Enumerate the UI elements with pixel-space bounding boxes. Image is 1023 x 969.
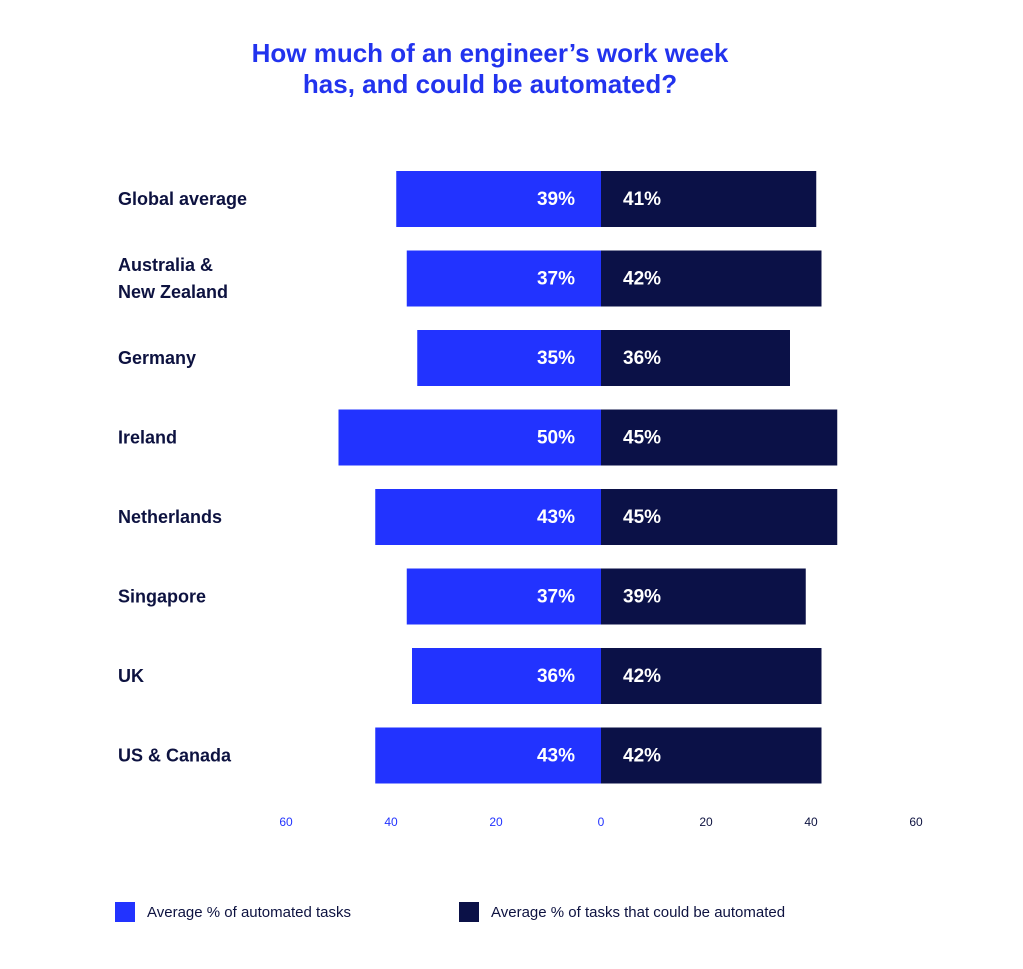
legend-item-automated: Average % of automated tasks — [115, 902, 351, 922]
data-label-automated: 37% — [537, 587, 575, 608]
category-label: UK — [118, 666, 144, 686]
x-tick-label: 60 — [279, 815, 293, 829]
bar-automated — [417, 330, 601, 386]
category-label: US & Canada — [118, 746, 232, 766]
chart-title-line-1: How much of an engineer’s work week — [251, 38, 729, 68]
bar-automated — [375, 489, 601, 545]
x-tick-label: 40 — [804, 815, 818, 829]
data-label-automated: 50% — [537, 428, 575, 449]
bar-could-be-automated — [601, 250, 822, 307]
bar-automated — [375, 727, 601, 784]
bar-automated — [406, 250, 601, 307]
data-label-automated: 35% — [537, 348, 575, 369]
legend-item-could-be-automated: Average % of tasks that could be automat… — [459, 902, 785, 922]
diverging-bar-chart: Global average 39% 41% Australia & New Zeala… — [118, 171, 923, 829]
category-label: New Zealand — [118, 282, 228, 302]
x-tick-label: 20 — [699, 815, 713, 829]
data-label-automated: 37% — [537, 269, 575, 290]
chart-title: How much of an engineer’s work week has,… — [0, 38, 980, 100]
category-label: Netherlands — [118, 507, 222, 527]
category-label: Australia & — [118, 255, 213, 275]
x-tick-label: 0 — [598, 815, 605, 829]
data-label-automated: 36% — [537, 666, 575, 687]
category-label: Global average — [118, 189, 247, 209]
legend-swatch-could-be-automated — [459, 902, 479, 922]
legend-label-could-be-automated: Average % of tasks that could be automat… — [491, 903, 786, 921]
data-label-could-be-automated: 45% — [623, 428, 661, 449]
data-label-automated: 39% — [537, 189, 575, 210]
data-label-automated: 43% — [537, 746, 575, 767]
bar-automated — [406, 568, 601, 625]
x-tick-label: 60 — [909, 815, 923, 829]
data-label-could-be-automated: 41% — [623, 189, 661, 210]
legend-label-automated: Average % of automated tasks — [147, 903, 352, 921]
bar-could-be-automated — [601, 568, 806, 625]
bar-automated — [396, 171, 601, 227]
x-tick-label: 20 — [489, 815, 503, 829]
data-label-could-be-automated: 42% — [623, 746, 661, 767]
data-label-could-be-automated: 42% — [623, 269, 661, 290]
legend-swatch-automated — [115, 902, 135, 922]
bar-could-be-automated — [601, 727, 822, 784]
x-tick-label: 40 — [384, 815, 398, 829]
data-label-could-be-automated: 45% — [623, 507, 661, 528]
bar-could-be-automated — [601, 330, 790, 386]
bar-could-be-automated — [601, 489, 838, 545]
data-label-could-be-automated: 42% — [623, 666, 661, 687]
bar-could-be-automated — [601, 171, 817, 227]
data-label-could-be-automated: 36% — [623, 348, 661, 369]
bar-automated — [412, 648, 601, 704]
chart-title-line-2: has, and could be automated? — [302, 69, 678, 99]
bar-could-be-automated — [601, 648, 822, 704]
data-label-automated: 43% — [537, 507, 575, 528]
category-label: Ireland — [118, 428, 177, 448]
bar-automated — [338, 409, 601, 466]
bar-could-be-automated — [601, 409, 838, 466]
data-label-could-be-automated: 39% — [623, 587, 661, 608]
category-label: Germany — [118, 348, 196, 368]
category-label: Singapore — [118, 587, 206, 607]
